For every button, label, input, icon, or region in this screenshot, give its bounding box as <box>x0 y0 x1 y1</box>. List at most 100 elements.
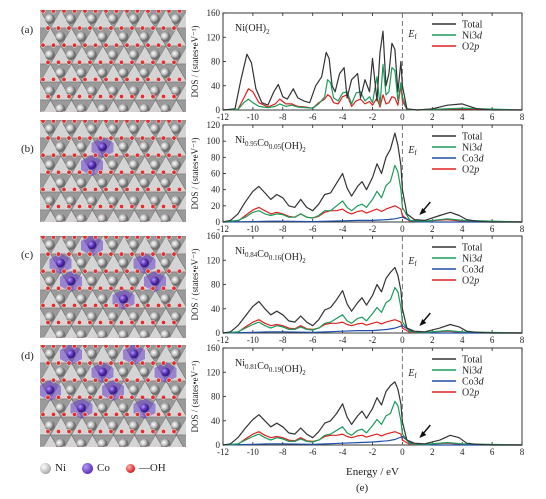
x-tick-label: 4 <box>460 447 465 457</box>
ni-atom <box>45 240 55 250</box>
x-tick-label: -6 <box>309 112 317 122</box>
oh-group <box>51 345 56 349</box>
octahedron-face <box>175 434 186 447</box>
oh-group <box>40 302 46 308</box>
oh-group <box>161 204 166 209</box>
ni-atom <box>108 124 118 134</box>
octahedron-face <box>175 309 186 327</box>
x-tick-label: -12 <box>217 447 229 457</box>
ni-atom <box>97 294 108 304</box>
x-tick-label: -10 <box>247 447 259 457</box>
ni-atom <box>129 50 139 60</box>
oh-group <box>114 411 119 417</box>
oh-group <box>129 285 135 291</box>
oh-group <box>135 446 140 447</box>
oh-group <box>61 411 67 417</box>
oh-group <box>150 204 156 209</box>
oh-group <box>51 236 56 240</box>
ni-atom <box>118 214 129 222</box>
oh-group <box>103 186 109 192</box>
co-atom <box>87 240 97 250</box>
ni-atom <box>97 214 108 222</box>
oh-group <box>177 186 182 192</box>
oh-group <box>177 337 182 338</box>
ni-atom <box>129 160 139 170</box>
oh-group <box>82 302 88 308</box>
x-tick-label: -2 <box>369 112 377 122</box>
series-line-ni3d <box>222 286 523 334</box>
oh-group <box>72 120 77 124</box>
oh-group <box>119 429 124 434</box>
ni-atom <box>171 349 181 359</box>
y-tick-label: 20 <box>211 201 221 211</box>
oh-group <box>66 94 72 99</box>
oh-group <box>140 25 145 31</box>
co-atom <box>140 258 149 268</box>
legend-label: Ni3d <box>462 31 483 42</box>
ni-atom <box>139 104 150 112</box>
x-tick-label: 4 <box>460 224 465 234</box>
oh-group <box>135 268 140 274</box>
octahedron-face <box>175 173 186 191</box>
oh-group <box>108 59 114 65</box>
legend-label: O2p <box>462 165 479 176</box>
y-tick-label: 160 <box>207 8 221 18</box>
structure-d <box>40 345 186 447</box>
x-tick-label: -12 <box>217 335 229 345</box>
oh-group <box>51 76 56 82</box>
oh-group <box>129 135 135 141</box>
ni-atom <box>108 312 118 322</box>
oh-group <box>146 221 150 222</box>
ni-atom <box>139 142 150 152</box>
ni-atom <box>150 349 160 359</box>
ni-atom <box>66 124 76 134</box>
x-tick-label: 6 <box>490 112 495 122</box>
oh-group <box>156 236 161 240</box>
oh-group <box>93 10 98 14</box>
ni-atom <box>108 240 118 250</box>
oh-group <box>177 42 182 48</box>
oh-group <box>45 429 51 434</box>
oh-group <box>156 337 161 338</box>
oh-group <box>83 111 87 112</box>
oh-group <box>82 377 88 383</box>
y-tick-label: 80 <box>211 280 221 290</box>
oh-group <box>135 186 140 192</box>
octahedron-face <box>175 209 186 222</box>
oh-group <box>166 186 172 192</box>
panel-title: Ni0.84Co0.16(OH)2 <box>235 246 306 265</box>
oh-group <box>72 111 77 112</box>
oh-group <box>93 42 98 48</box>
oh-group <box>129 320 135 325</box>
oh-group <box>72 42 77 48</box>
oh-group <box>72 411 77 417</box>
oh-group <box>140 204 145 209</box>
oh-group <box>161 394 166 400</box>
legend-co-label: Co <box>97 462 110 474</box>
ni-atom <box>108 50 118 60</box>
oh-group <box>171 394 177 400</box>
oh-group <box>124 76 130 82</box>
oh-group <box>72 76 77 82</box>
ni-atom <box>139 178 150 188</box>
oh-group <box>156 111 161 112</box>
oh-group <box>77 394 82 400</box>
oh-group <box>166 76 172 82</box>
oh-group <box>41 111 45 112</box>
ni-atom <box>129 385 139 395</box>
ni-atom <box>55 330 66 338</box>
co-atom <box>66 276 76 286</box>
y-tick-label: 120 <box>207 120 221 130</box>
y-tick-label: 40 <box>211 416 221 426</box>
y-tick-label: 160 <box>207 231 221 241</box>
oh-group <box>108 135 114 141</box>
oh-group <box>40 377 46 383</box>
co-atom-icon <box>82 462 93 474</box>
ni-atom <box>55 32 66 42</box>
ni-atom <box>129 312 139 322</box>
oh-group <box>124 42 130 48</box>
ni-atom <box>108 421 118 431</box>
structure-a <box>40 10 186 112</box>
oh-group <box>177 377 182 383</box>
